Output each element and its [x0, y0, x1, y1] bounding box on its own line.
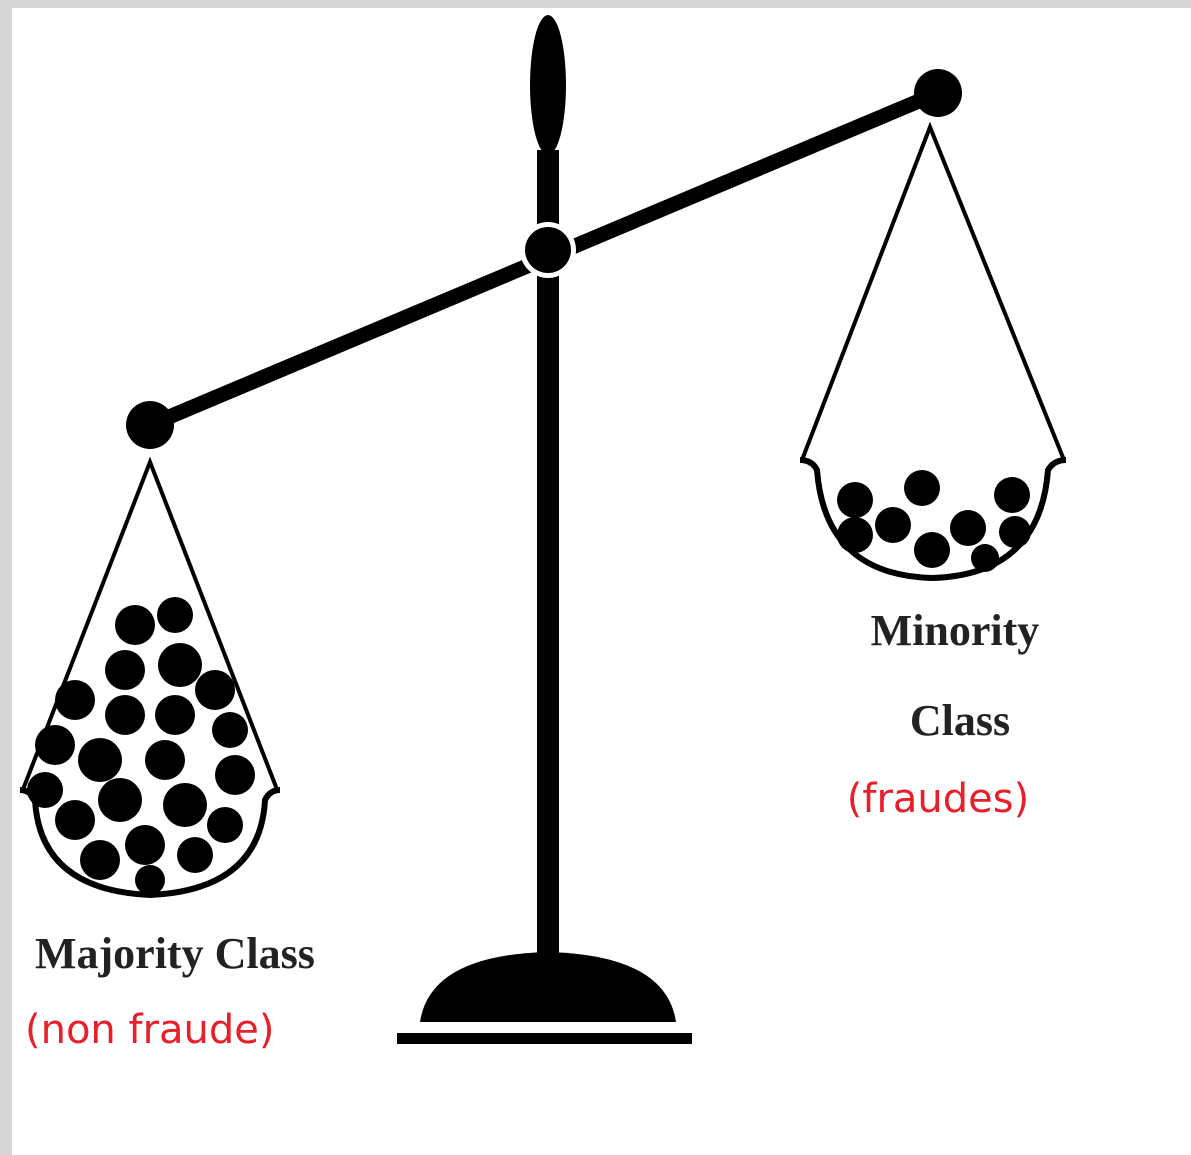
- ball: [163, 783, 207, 827]
- page: {"labels": { "minority_line1": "Minority…: [0, 0, 1191, 1155]
- ball: [207, 807, 243, 843]
- ball: [78, 738, 122, 782]
- ball: [837, 517, 873, 553]
- minority-label: Class: [910, 696, 1010, 745]
- frame-left: [0, 0, 12, 1155]
- ball: [950, 510, 986, 546]
- base-plate: [397, 1033, 692, 1044]
- ball: [158, 643, 202, 687]
- ball: [55, 800, 95, 840]
- majority-label: Majority Class: [35, 929, 315, 978]
- ball: [35, 725, 75, 765]
- ball: [904, 470, 940, 506]
- ball: [971, 544, 999, 572]
- ball: [837, 482, 873, 518]
- ball: [914, 532, 950, 568]
- ball: [135, 865, 165, 895]
- frame-top: [0, 0, 1191, 8]
- ball: [55, 680, 95, 720]
- majority-note: (non fraude): [25, 1007, 275, 1053]
- ball: [195, 670, 235, 710]
- ball: [875, 507, 911, 543]
- ball: [98, 778, 142, 822]
- ball: [177, 837, 213, 873]
- ball: [125, 825, 165, 865]
- ball: [105, 695, 145, 735]
- ball: [115, 605, 155, 645]
- ball: [157, 597, 193, 633]
- ball: [212, 712, 248, 748]
- ball: [80, 840, 120, 880]
- finial: [530, 15, 566, 155]
- beam-end-left: [126, 401, 174, 449]
- pivot: [525, 227, 571, 273]
- diagram: Minority Class (fraudes) Majority Class …: [0, 0, 1191, 1155]
- ball: [994, 477, 1030, 513]
- ball: [999, 516, 1031, 548]
- ball: [27, 772, 63, 808]
- ball: [105, 650, 145, 690]
- ball: [155, 695, 195, 735]
- ball: [145, 740, 185, 780]
- ball: [215, 755, 255, 795]
- minority-note: (fraudes): [847, 776, 1029, 822]
- beam-end-right: [914, 69, 962, 117]
- minority-label: Minority: [871, 606, 1040, 655]
